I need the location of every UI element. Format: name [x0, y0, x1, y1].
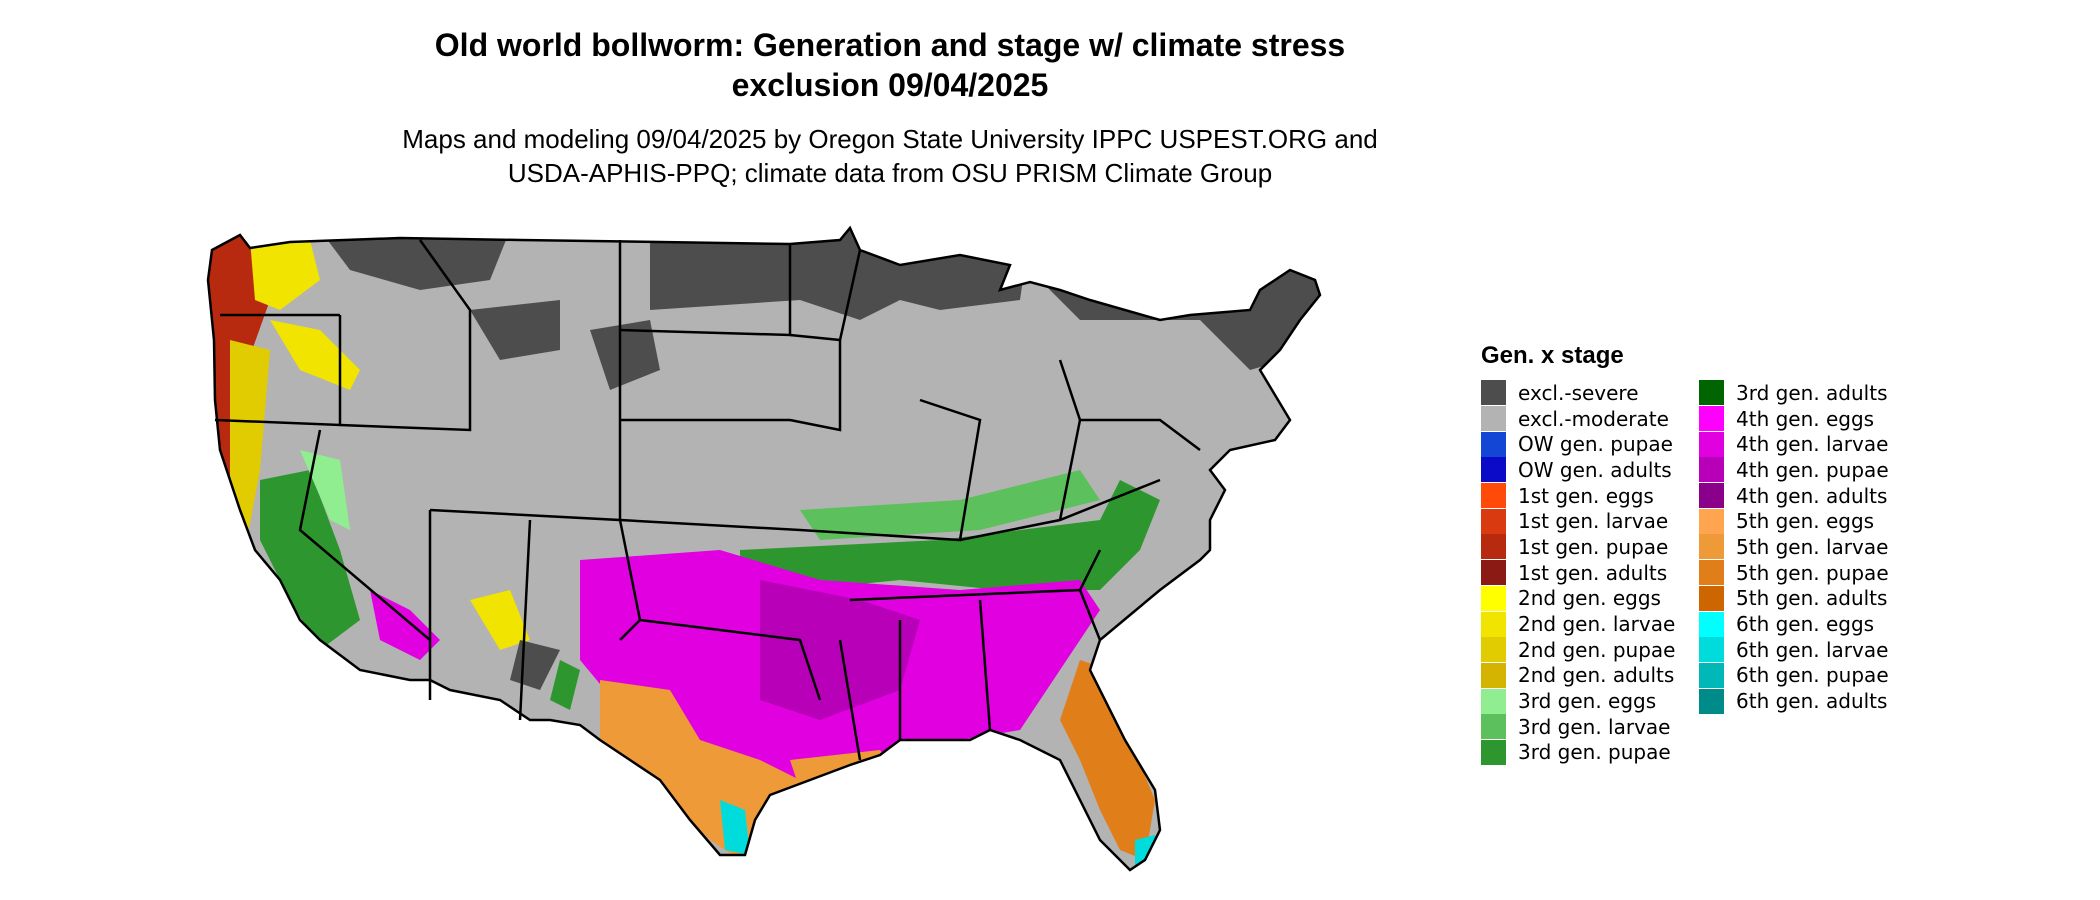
- legend-label: 2nd gen. adults: [1518, 663, 1675, 688]
- legend-label: 2nd gen. eggs: [1518, 586, 1661, 611]
- legend-item: 6th gen. pupae: [1699, 662, 1889, 689]
- legend-swatch: [1699, 560, 1724, 586]
- legend-item: 4th gen. pupae: [1699, 457, 1889, 483]
- legend-swatch: [1699, 406, 1724, 432]
- legend-label: 6th gen. adults: [1736, 689, 1888, 714]
- legend-item: 1st gen. larvae: [1481, 508, 1675, 534]
- legend-item: 6th gen. eggs: [1699, 611, 1889, 637]
- legend-label: 4th gen. adults: [1736, 483, 1888, 508]
- legend-swatch: [1699, 637, 1724, 663]
- legend-label: 1st gen. larvae: [1518, 509, 1669, 534]
- legend-swatch: [1481, 380, 1506, 406]
- legend-label: excl.-severe: [1518, 380, 1639, 405]
- legend-swatch: [1481, 739, 1506, 765]
- legend-swatch: [1481, 662, 1506, 688]
- legend-swatch: [1699, 662, 1724, 688]
- legend-swatch: [1699, 483, 1724, 509]
- legend-swatch: [1481, 534, 1506, 560]
- legend-item: 3rd gen. pupae: [1481, 739, 1675, 766]
- legend-item: 3rd gen. adults: [1699, 380, 1889, 406]
- legend-item: 4th gen. adults: [1699, 483, 1889, 509]
- legend-swatch: [1481, 457, 1506, 483]
- legend-swatch: [1481, 714, 1506, 740]
- legend-swatch: [1481, 431, 1506, 457]
- legend-swatch: [1481, 611, 1506, 637]
- legend-item: 5th gen. larvae: [1699, 534, 1889, 560]
- legend-swatch: [1481, 637, 1506, 663]
- legend-item: 2nd gen. adults: [1481, 662, 1675, 689]
- legend-item: 5th gen. pupae: [1699, 560, 1889, 586]
- legend-label: 1st gen. adults: [1518, 560, 1668, 585]
- legend-item: 2nd gen. pupae: [1481, 637, 1675, 663]
- legend-label: 4th gen. larvae: [1736, 432, 1889, 457]
- legend-label: 4th gen. eggs: [1736, 406, 1875, 431]
- legend-label: 6th gen. eggs: [1736, 612, 1875, 637]
- map-subtitle-line-1: Maps and modeling 09/04/2025 by Oregon S…: [402, 124, 1378, 154]
- legend-swatch: [1699, 534, 1724, 560]
- legend-item: 5th gen. adults: [1699, 585, 1889, 612]
- legend-item: 1st gen. eggs: [1481, 483, 1675, 509]
- legend-swatch: [1699, 688, 1724, 714]
- legend-label: excl.-moderate: [1518, 406, 1669, 431]
- legend-item: 3rd gen. eggs: [1481, 688, 1675, 714]
- legend-label: 5th gen. adults: [1736, 586, 1888, 611]
- legend-label: 6th gen. larvae: [1736, 637, 1889, 662]
- legend-swatch: [1481, 483, 1506, 509]
- legend-item: excl.-severe: [1481, 380, 1675, 406]
- us-map: [206, 225, 1322, 872]
- legend-label: 1st gen. eggs: [1518, 483, 1654, 508]
- legend-label: OW gen. pupae: [1518, 432, 1673, 457]
- legend-item: 6th gen. adults: [1699, 688, 1889, 714]
- legend-item: 2nd gen. larvae: [1481, 611, 1675, 637]
- legend-label: 3rd gen. adults: [1736, 380, 1888, 405]
- legend-swatch: [1481, 560, 1506, 586]
- legend-item: 1st gen. adults: [1481, 560, 1675, 586]
- legend-label: 4th gen. pupae: [1736, 457, 1889, 482]
- legend-swatch: [1481, 508, 1506, 534]
- legend-label: 2nd gen. pupae: [1518, 637, 1676, 662]
- legend-column-2: 3rd gen. adults 4th gen. eggs 4th gen. lar…: [1699, 380, 1889, 714]
- legend-swatch: [1481, 406, 1506, 432]
- legend-label: 1st gen. pupae: [1518, 534, 1669, 559]
- legend-swatch: [1699, 380, 1724, 406]
- legend-swatch: [1699, 457, 1724, 483]
- legend-label: 3rd gen. eggs: [1518, 689, 1657, 714]
- legend-swatch: [1481, 688, 1506, 714]
- legend-item: 3rd gen. larvae: [1481, 714, 1675, 740]
- legend-item: OW gen. adults: [1481, 457, 1675, 483]
- legend-item: excl.-moderate: [1481, 406, 1675, 432]
- legend-label: 5th gen. pupae: [1736, 560, 1889, 585]
- legend-swatch: [1699, 431, 1724, 457]
- legend-label: OW gen. adults: [1518, 457, 1672, 482]
- legend-swatch: [1699, 508, 1724, 534]
- legend-label: 2nd gen. larvae: [1518, 612, 1676, 637]
- legend-label: 6th gen. pupae: [1736, 663, 1889, 688]
- legend-label: 3rd gen. pupae: [1518, 740, 1671, 765]
- legend-swatch: [1699, 585, 1724, 611]
- legend-label: 3rd gen. larvae: [1518, 714, 1671, 739]
- legend-label: 5th gen. eggs: [1736, 509, 1875, 534]
- legend-item: 1st gen. pupae: [1481, 534, 1675, 560]
- map-subtitle-line-2: USDA-APHIS-PPQ; climate data from OSU PR…: [507, 158, 1273, 188]
- legend-item: OW gen. pupae: [1481, 431, 1675, 457]
- legend-label: 5th gen. larvae: [1736, 534, 1889, 559]
- map-title-line-1: Old world bollworm: Generation and stage…: [434, 27, 1346, 63]
- legend-item: 4th gen. eggs: [1699, 406, 1889, 432]
- legend-item: 5th gen. eggs: [1699, 508, 1889, 534]
- legend-swatch: [1481, 585, 1506, 611]
- legend-column-1: excl.-severe excl.-moderate OW gen. pupae O…: [1481, 380, 1675, 765]
- legend-item: 4th gen. larvae: [1699, 431, 1889, 457]
- legend-title: Gen. x stage: [1481, 342, 1624, 369]
- legend-item: 6th gen. larvae: [1699, 637, 1889, 663]
- legend-swatch: [1699, 611, 1724, 637]
- map-title-line-2: exclusion 09/04/2025: [731, 67, 1049, 103]
- legend-item: 2nd gen. eggs: [1481, 585, 1675, 612]
